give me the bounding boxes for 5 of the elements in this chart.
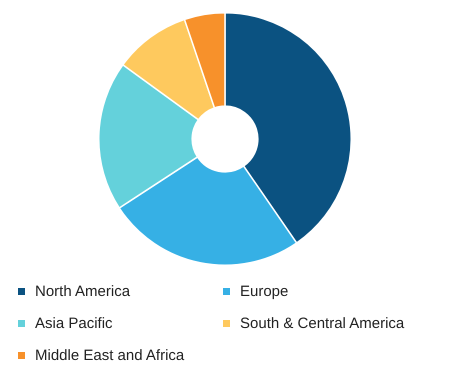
legend-label: North America [35,282,130,300]
legend-label: South & Central America [240,314,404,332]
legend-label: Europe [240,282,288,300]
legend-label: Middle East and Africa [35,346,184,364]
legend-label: Asia Pacific [35,314,113,332]
